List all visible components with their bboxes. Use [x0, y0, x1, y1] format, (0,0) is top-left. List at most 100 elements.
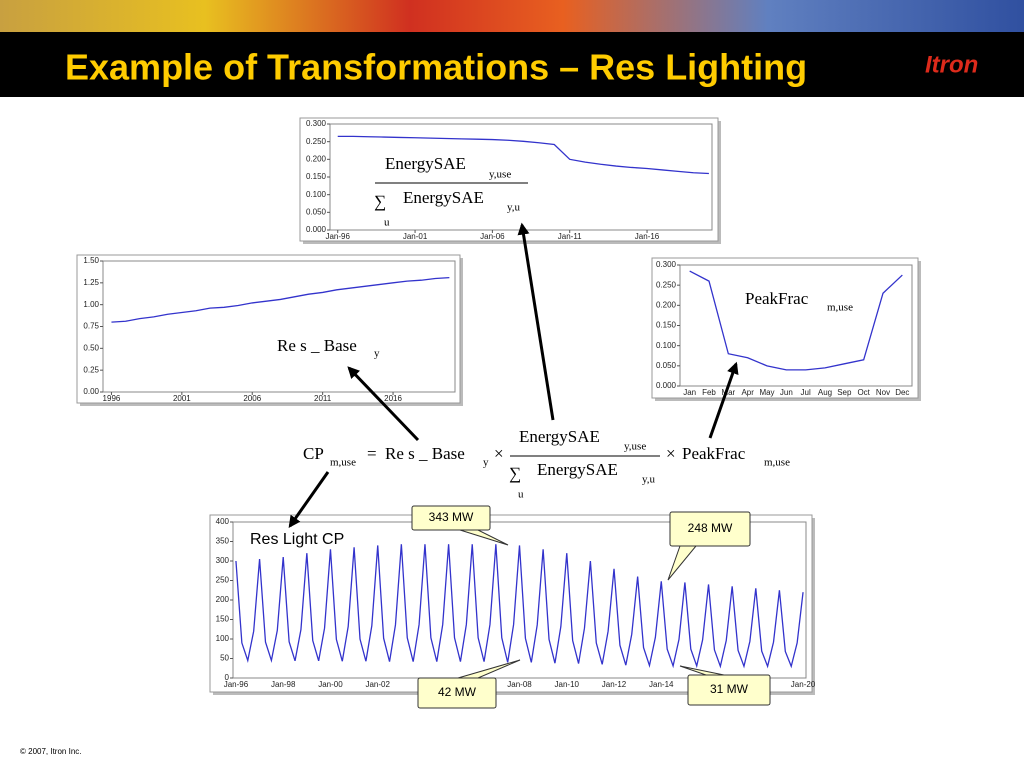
x-tick-label: Jan-98	[271, 680, 296, 689]
formula-peak: PeakFrac m,use	[745, 289, 853, 314]
series-line	[235, 544, 804, 669]
y-tick-label: 0.250	[656, 280, 677, 289]
y-tick-label: 0.050	[306, 207, 327, 216]
header-strip	[0, 0, 1024, 32]
y-tick-label: 0.100	[656, 341, 677, 350]
y-tick-label: 1.50	[83, 256, 99, 265]
formula-sub: u	[384, 217, 390, 229]
x-tick-label: 2016	[384, 394, 402, 403]
x-tick-label: Jan-02	[365, 680, 390, 689]
callout-box	[411, 505, 491, 531]
x-tick-label: 2006	[243, 394, 261, 403]
formula-sum: ∑	[509, 464, 521, 483]
x-tick-label: Jan-16	[635, 232, 660, 241]
y-tick-label: 0.200	[656, 300, 677, 309]
x-tick-label: Jan-12	[602, 680, 627, 689]
formula-sub: y,use	[624, 441, 646, 453]
formula-op: =	[367, 444, 377, 463]
x-tick-label: Jan-06	[480, 232, 505, 241]
y-tick-label: 0.200	[306, 154, 327, 163]
x-tick-label: Apr	[741, 388, 754, 397]
x-tick-label: Jul	[801, 388, 811, 397]
arrow	[347, 366, 420, 442]
formula-sub: u	[518, 489, 524, 501]
series-line	[111, 276, 450, 323]
y-tick-label: 0.100	[306, 190, 327, 199]
x-tick-label: 1996	[103, 394, 121, 403]
y-tick-label: 0.150	[306, 172, 327, 181]
y-tick-label: 0.150	[656, 321, 677, 330]
arrow	[288, 471, 330, 528]
formula-sub: y,u	[507, 202, 521, 214]
y-tick-label: 0.000	[306, 225, 327, 234]
chart-box	[651, 257, 919, 399]
annotation: 31 MW	[710, 682, 749, 696]
callout-pointer	[667, 545, 698, 581]
callout-pointer	[679, 665, 725, 676]
x-tick-label: Jan-11	[558, 232, 582, 241]
x-tick-label: 2001	[173, 394, 191, 403]
formula-text: EnergySAE	[385, 154, 466, 173]
callout-pointer	[457, 659, 521, 679]
y-tick-label: 0.000	[656, 381, 677, 390]
x-tick-label: Jan	[683, 388, 696, 397]
formula-text: EnergySAE	[403, 188, 484, 207]
x-tick-label: Feb	[702, 388, 716, 397]
callout-box	[417, 677, 497, 709]
y-tick-label: 300	[216, 556, 230, 565]
formula-text: Re s _ Base	[385, 444, 465, 463]
x-tick-label: Jan-00	[318, 680, 343, 689]
y-tick-label: 0.25	[83, 365, 99, 374]
y-tick-label: 200	[216, 595, 230, 604]
y-tick-label: 0.300	[306, 119, 327, 128]
x-tick-label: Jan-14	[649, 680, 674, 689]
annotation: 248 MW	[688, 521, 733, 535]
arrow	[517, 222, 555, 421]
formula-sub: m,use	[330, 457, 356, 469]
callout-pointer	[459, 529, 509, 546]
y-tick-label: 0	[225, 673, 230, 682]
formula-sum: ∑	[374, 192, 386, 211]
formula-text: CP	[303, 444, 324, 463]
footer: © 2007, Itron Inc.	[20, 747, 81, 756]
callout-box	[669, 511, 751, 547]
formula-op: ×	[494, 444, 504, 463]
annotation: 42 MW	[438, 685, 477, 699]
formula-sub: y,u	[642, 474, 656, 486]
series-line	[337, 135, 709, 175]
y-tick-label: 150	[216, 615, 230, 624]
formula-text: Re s _ Base	[277, 336, 357, 355]
y-tick-label: 100	[216, 634, 230, 643]
y-tick-label: 1.00	[83, 300, 99, 309]
y-tick-label: 0.75	[83, 322, 99, 331]
x-tick-label: Oct	[857, 388, 870, 397]
y-tick-label: 0.250	[306, 137, 327, 146]
slide-title: Example of Transformations – Res Lightin…	[65, 47, 807, 88]
y-tick-label: 0.50	[83, 343, 99, 352]
y-tick-label: 350	[216, 537, 230, 546]
formula-sub: m,use	[827, 302, 853, 314]
y-tick-label: 1.25	[83, 278, 99, 287]
annotation: Res Light CP	[250, 531, 344, 548]
charts: 0.0000.0500.1000.1500.2000.2500.300Jan-9…	[83, 119, 913, 709]
y-tick-label: 0.050	[656, 361, 677, 370]
formula-sub: y	[483, 457, 489, 469]
callout-box	[687, 674, 771, 706]
y-tick-label: 50	[220, 654, 229, 663]
formula-share: EnergySAE y,use ∑ u EnergySAE y,u	[374, 154, 528, 229]
formula-text: EnergySAE	[537, 460, 618, 479]
x-tick-label: Mar	[721, 388, 735, 397]
formula-text: PeakFrac	[682, 444, 746, 463]
y-tick-label: 0.00	[83, 387, 99, 396]
formula-sub: y	[374, 348, 380, 360]
arrow	[708, 361, 739, 439]
formula-text: PeakFrac	[745, 289, 809, 308]
x-tick-label: Jan-20	[791, 680, 816, 689]
formula-op: ×	[666, 444, 676, 463]
formula-base: Re s _ Base y	[277, 336, 380, 360]
formula-sub: m,use	[764, 457, 790, 469]
formula-sub: y,use	[489, 169, 511, 181]
y-tick-label: 250	[216, 576, 230, 585]
x-tick-label: Nov	[876, 388, 890, 397]
